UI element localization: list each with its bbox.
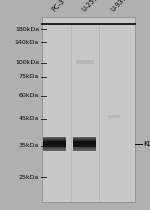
Text: 100kDa: 100kDa [15,60,39,66]
Bar [73,137,96,139]
Bar [43,148,66,150]
Text: U-251MG: U-251MG [81,0,106,13]
Bar [43,141,66,147]
Bar [43,137,66,139]
Text: 75kDa: 75kDa [19,74,39,79]
Bar [73,138,96,140]
Bar [73,140,96,142]
Bar [43,139,66,141]
Bar [73,147,96,148]
Bar [73,149,96,151]
Bar [43,141,66,143]
Bar [43,146,66,147]
Bar [43,147,66,148]
Bar [73,146,96,147]
Text: 180kDa: 180kDa [15,27,39,32]
Bar [108,115,120,118]
Text: U-937: U-937 [110,0,128,13]
Text: 45kDa: 45kDa [19,116,39,121]
Bar [73,139,96,141]
Bar [43,138,66,140]
Bar [73,141,96,143]
Bar [43,142,66,144]
Bar [76,60,94,64]
Bar [73,143,96,145]
Bar [43,144,66,146]
Text: 25kDa: 25kDa [19,175,39,180]
Bar [73,148,96,150]
Bar [73,142,96,144]
Bar [43,149,66,151]
Text: 35kDa: 35kDa [19,143,39,148]
Bar [73,141,96,147]
Text: 140kDa: 140kDa [15,39,39,45]
Bar [43,143,66,145]
Bar [43,140,66,142]
Bar [42,17,135,202]
Bar [73,144,96,146]
Text: 60kDa: 60kDa [19,93,39,98]
Text: PC-3: PC-3 [51,0,65,13]
Text: KLF2: KLF2 [143,141,150,147]
